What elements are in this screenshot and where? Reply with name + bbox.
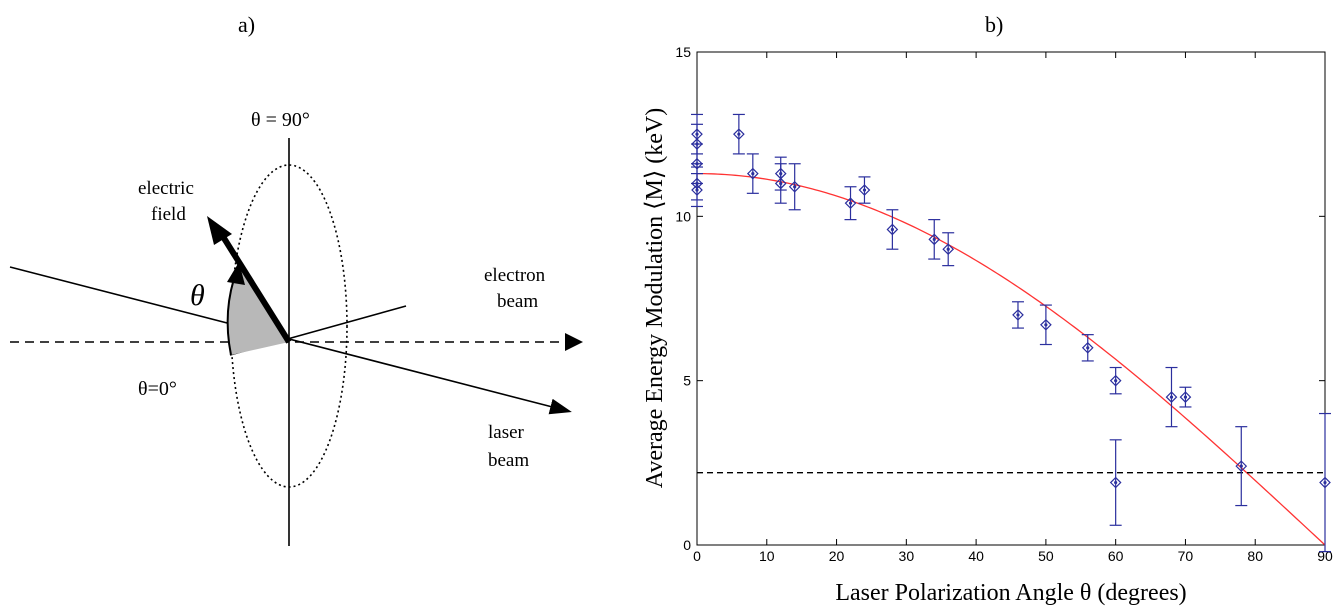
marker-center [793,185,797,189]
diamond-marker [746,167,759,180]
y-axis: 0 5 10 15 [675,44,1325,553]
x-tick-label: 20 [829,548,845,564]
marker-center [848,201,853,205]
marker-center [1183,395,1188,399]
x-tick-label: 30 [899,548,915,564]
data-point [788,163,801,211]
diamond-marker [844,197,857,210]
y-tick-label: 0 [683,537,691,553]
x-tick-label: 80 [1247,548,1263,564]
data-point [1179,386,1192,408]
marker-center [779,181,783,186]
diamond-marker [886,223,899,236]
diamond-marker [774,177,787,190]
marker-center [1044,323,1048,327]
diamond-marker [928,233,941,246]
diamond-marker [1081,341,1094,354]
x-tick-label: 50 [1038,548,1054,564]
data-points [691,113,1331,553]
marker-center [1114,379,1118,383]
data-point [774,163,787,204]
data-point [886,209,899,250]
data-point [1081,334,1094,362]
diamond-marker [858,184,871,196]
data-point [942,232,955,267]
x-axis: 0 10 20 30 40 50 60 70 80 90 [693,52,1333,564]
data-point [1319,412,1331,553]
marker-center [1086,346,1090,350]
marker-center [695,188,699,192]
diamond-marker [1040,318,1052,331]
fit-curve [696,172,1326,546]
data-point [928,219,941,260]
panel-b-label: b) [985,12,1003,37]
diamond-marker [1109,374,1122,387]
marker-center [737,132,741,136]
electron-beam-label-line1: electron [484,265,546,286]
diamond-marker [942,243,955,256]
diamond-marker [691,184,703,196]
data-point [1039,304,1052,346]
marker-center [932,237,936,241]
data-point [1109,366,1122,395]
marker-center [862,188,867,192]
y-axis-label: Average Energy Modulation ⟨M⟩ (keV) [642,108,668,488]
data-point [746,153,759,194]
electron-beam-arrowhead [565,333,583,351]
y-tick-label: 15 [675,44,691,60]
angle-shading [227,265,289,355]
y-tick-label: 10 [675,208,691,224]
x-tick-label: 0 [693,548,701,564]
diamond-marker [788,180,801,193]
data-point [691,173,703,208]
diamond-marker [1179,391,1192,403]
data-point [1235,426,1248,507]
electric-field-arrow [219,233,292,344]
x-axis-label: Laser Polarization Angle θ (degrees) [835,580,1186,606]
x-tick-label: 10 [759,548,775,564]
x-tick-label: 60 [1108,548,1124,564]
electric-field-arrowhead [207,216,232,245]
theta-symbol: θ [190,279,205,312]
marker-center [946,247,950,251]
marker-center [1239,464,1243,468]
data-point [844,186,857,221]
marker-center [1169,395,1174,399]
data-point [1011,301,1024,329]
marker-center [1323,480,1327,485]
marker-center [1016,313,1020,317]
marker-center [695,162,699,166]
diamond-marker [1235,460,1248,472]
theta-0-label: θ=0° [138,378,177,400]
electric-field-label-line1: electric [138,178,194,199]
data-point [1165,366,1178,428]
diamond-marker [733,128,745,141]
y-tick-label: 5 [683,373,691,389]
panel-a-diagram: a) θ = 90° θ=0° θ electric field electro… [9,12,583,546]
data-point [1109,439,1122,526]
data-point [732,113,745,155]
diamond-marker [1165,391,1178,403]
x-tick-label: 70 [1178,548,1194,564]
data-point [858,176,871,204]
electron-beam-label-line2: beam [497,291,538,312]
laser-beam-label-line2: beam [488,450,529,471]
diamond-marker [1109,476,1122,489]
laser-beam-label-line1: laser [488,422,525,443]
diamond-marker [1319,476,1331,489]
marker-center [890,227,894,232]
plot-frame [696,51,1326,546]
panel-a-label: a) [238,12,255,37]
marker-center [751,172,755,176]
marker-center [1114,480,1118,485]
theta-90-label: θ = 90° [251,109,310,131]
x-tick-label: 40 [968,548,984,564]
electric-field-label-line2: field [151,204,186,225]
diamond-marker [1012,309,1024,321]
